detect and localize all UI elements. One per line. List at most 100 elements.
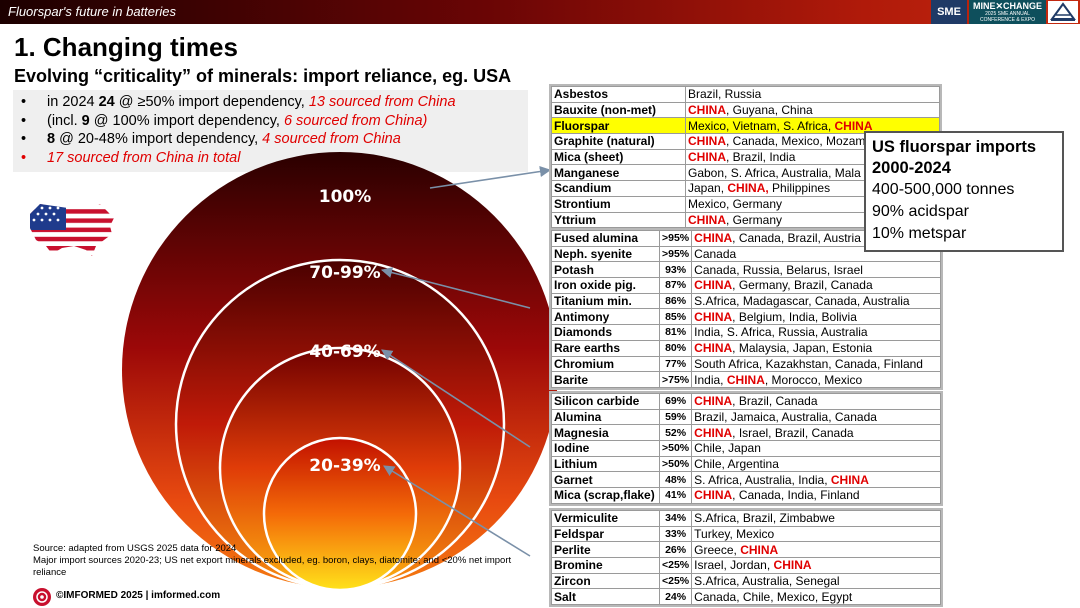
table-20-frame: Vermiculite 34% S.Africa, Brazil, Zimbabwe… [549,508,944,608]
china-source: CHINA [688,134,726,149]
import-percent: 77% [658,355,693,373]
fluorspar-imports-box: US fluorspar imports 2000-2024 400-500,0… [864,131,1064,252]
fluorspar-box-title-1: US fluorspar imports [872,138,1037,156]
mineral-name: Graphite (natural) [551,133,686,150]
import-percent: 24% [658,588,693,606]
source-countries: , Belgium, India, Bolivia [732,309,857,324]
table-row: Silicon carbide 69% CHINA, Brazil, Canada [551,393,942,410]
source-countries: Mexico, Germany [688,197,783,212]
table-row: Bauxite (non-met) CHINA, Guyana, China [551,101,940,119]
bullet-2-mid: @ 100% import dependency, [89,112,284,129]
mineral-name: Perlite [551,541,660,559]
import-percent: >50% [658,440,693,457]
import-percent: 48% [658,471,693,489]
mineral-name: Fluorspar [551,117,686,135]
import-percent: >95% [658,245,693,263]
source-countries: Gabon, S. Africa, Australia, Mala [688,165,861,180]
table-row: Perlite 26% Greece, CHINA [551,541,942,559]
mineral-name: Manganese [551,164,686,182]
mineral-name: Antimony [551,308,660,326]
bullet-2-pre: (incl. [47,112,82,129]
bullet-1-count: 24 [98,94,115,110]
china-source: CHINA, [727,181,769,196]
import-sources: Turkey, Mexico [691,525,942,543]
source-countries: , Morocco, Mexico [764,372,863,387]
import-percent: 93% [658,261,693,279]
source-countries: Canada, Russia, Belarus, Israel [694,262,863,277]
mineral-name: Bauxite (non-met) [551,101,686,119]
source-countries: , Brazil, Canada [732,394,818,409]
ring-20-39 [262,436,418,592]
table-row: Iodine >50% Chile, Japan [551,440,942,457]
china-source: CHINA [694,394,733,409]
import-sources: CHINA, Germany, Brazil, Canada [691,277,942,294]
china-source: CHINA [694,309,733,324]
table-row: Chromium 77% South Africa, Kazakhstan, Can… [551,355,942,373]
source-countries: Chile, Argentina [694,457,779,472]
source-line-2: Major import sources 2020-23; US net exp… [33,555,512,578]
import-sources: India, S. Africa, Russia, Australia [691,324,942,341]
import-sources: Chile, Japan [691,440,942,457]
china-source: CHINA [740,542,779,557]
source-countries: India, S. Africa, Russia, Australia [694,325,868,340]
ring-label-20-39: 20-39% [309,456,380,476]
fluorspar-box-title-2: 2000-2024 [872,159,951,177]
source-countries: , Canada, Mexico, Mozam [726,134,866,149]
table-row: Neph. syenite >95% Canada [551,245,942,263]
mineral-name: Neph. syenite [551,245,660,263]
bullet-2: (incl. 9 @ 100% import dependency, 6 sou… [21,112,528,131]
source-countries: , Canada, India, Finland [732,488,860,503]
source-countries: Brazil, Jamaica, Australia, Canada [694,410,877,425]
import-sources: Canada, Chile, Mexico, Egypt [691,588,942,606]
bullet-2-count: 9 [81,112,90,129]
mineral-name: Barite [551,371,660,388]
china-source: CHINA [694,488,733,503]
minexchange-logo-sub1: 2025 SME ANNUAL [985,11,1030,17]
mineral-name: Potash [551,261,660,279]
import-percent: 33% [658,525,693,543]
source-line-1: Source: adapted from USGS 2025 data for … [33,543,237,554]
bullet-3-count: 8 [47,131,56,147]
mineral-name: Titanium min. [551,292,660,310]
import-sources: India, CHINA, Morocco, Mexico [691,371,942,388]
table-70-99-percent: Fused alumina >95% CHINA, Canada, Brazil, … [551,230,942,388]
mining-emblem-icon [1048,1,1078,23]
china-source: CHINA [694,341,733,356]
table-row: Vermiculite 34% S.Africa, Brazil, Zimbabwe [551,510,942,527]
slide-title: 1. Changing times [14,32,238,62]
import-percent: 41% [658,487,693,504]
bullet-1: in 2024 24 @ ≥50% import dependency, 13 … [21,93,528,112]
import-percent: <25% [658,572,693,590]
source-countries: Brazil, Russia [688,87,762,102]
china-source: CHINA [830,472,869,487]
arrow-100 [429,165,552,189]
table-row: Alumina 59% Brazil, Jamaica, Australia, Ca… [551,408,942,426]
import-percent: 86% [658,292,693,310]
import-sources: Israel, Jordan, CHINA [691,557,942,574]
source-countries: , Guyana, China [726,103,813,118]
table-row: Garnet 48% S. Africa, Australia, India, CH… [551,471,942,489]
bullet-2-china: 6 sourced from China) [283,112,428,129]
bullet-3-china: 4 sourced from China [262,131,401,147]
mineral-name: Chromium [551,355,660,373]
source-countries: S.Africa, Brazil, Zimbabwe [694,511,835,526]
mineral-name: Fused alumina [551,230,660,247]
table-40-69-percent: Silicon carbide 69% CHINA, Brazil, Canada A… [551,393,942,504]
import-percent: 59% [658,408,693,426]
import-sources: Brazil, Jamaica, Australia, Canada [691,408,942,426]
source-countries: , Brazil, India [726,150,796,165]
table-row: Barite >75% India, CHINA, Morocco, Mexico [551,371,942,388]
import-sources: South Africa, Kazakhstan, Canada, Finlan… [691,355,942,373]
bullet-1-mid: @ ≥50% import dependency, [114,94,309,110]
import-sources: Brazil, Russia [685,86,940,103]
minexchange-logo-sub2: CONFERENCE & EXPO [979,17,1035,23]
table-row: Salt 24% Canada, Chile, Mexico, Egypt [551,588,942,606]
import-sources: CHINA, Brazil, Canada [691,393,942,410]
mineral-name: Alumina [551,408,660,426]
table-row: Rare earths 80% CHINA, Malaysia, Japan, Es… [551,339,942,357]
fluorspar-box-acidspar: 90% acidspar [872,203,969,220]
source-countries: Canada [694,247,737,262]
sme-logo: SME [931,0,967,24]
bullet-1-pre: in 2024 [47,94,99,110]
slide-subtitle: Evolving “criticality” of minerals: impo… [14,66,512,86]
